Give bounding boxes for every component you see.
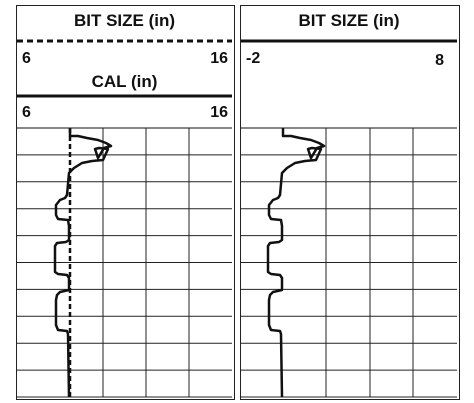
right-bit-size-header: BIT SIZE (in) — [298, 11, 400, 30]
left-bit-size-header: BIT SIZE (in) — [73, 11, 176, 30]
left-cal-min: 6 — [22, 104, 31, 121]
right-grid — [241, 128, 457, 398]
left-grid — [17, 128, 232, 398]
left-cal-header: CAL (in) — [91, 72, 158, 91]
left-cal-max: 16 — [210, 104, 228, 121]
cal-curve — [53, 128, 113, 398]
left-track-panel — [16, 5, 235, 400]
right-scale-min: -2 — [246, 50, 261, 67]
right-track-panel — [240, 5, 460, 400]
left-bit-size-min: 6 — [22, 50, 31, 67]
left-bit-size-max: 16 — [210, 50, 228, 67]
right-curve — [266, 128, 326, 398]
right-scale-max: 8 — [435, 52, 444, 69]
